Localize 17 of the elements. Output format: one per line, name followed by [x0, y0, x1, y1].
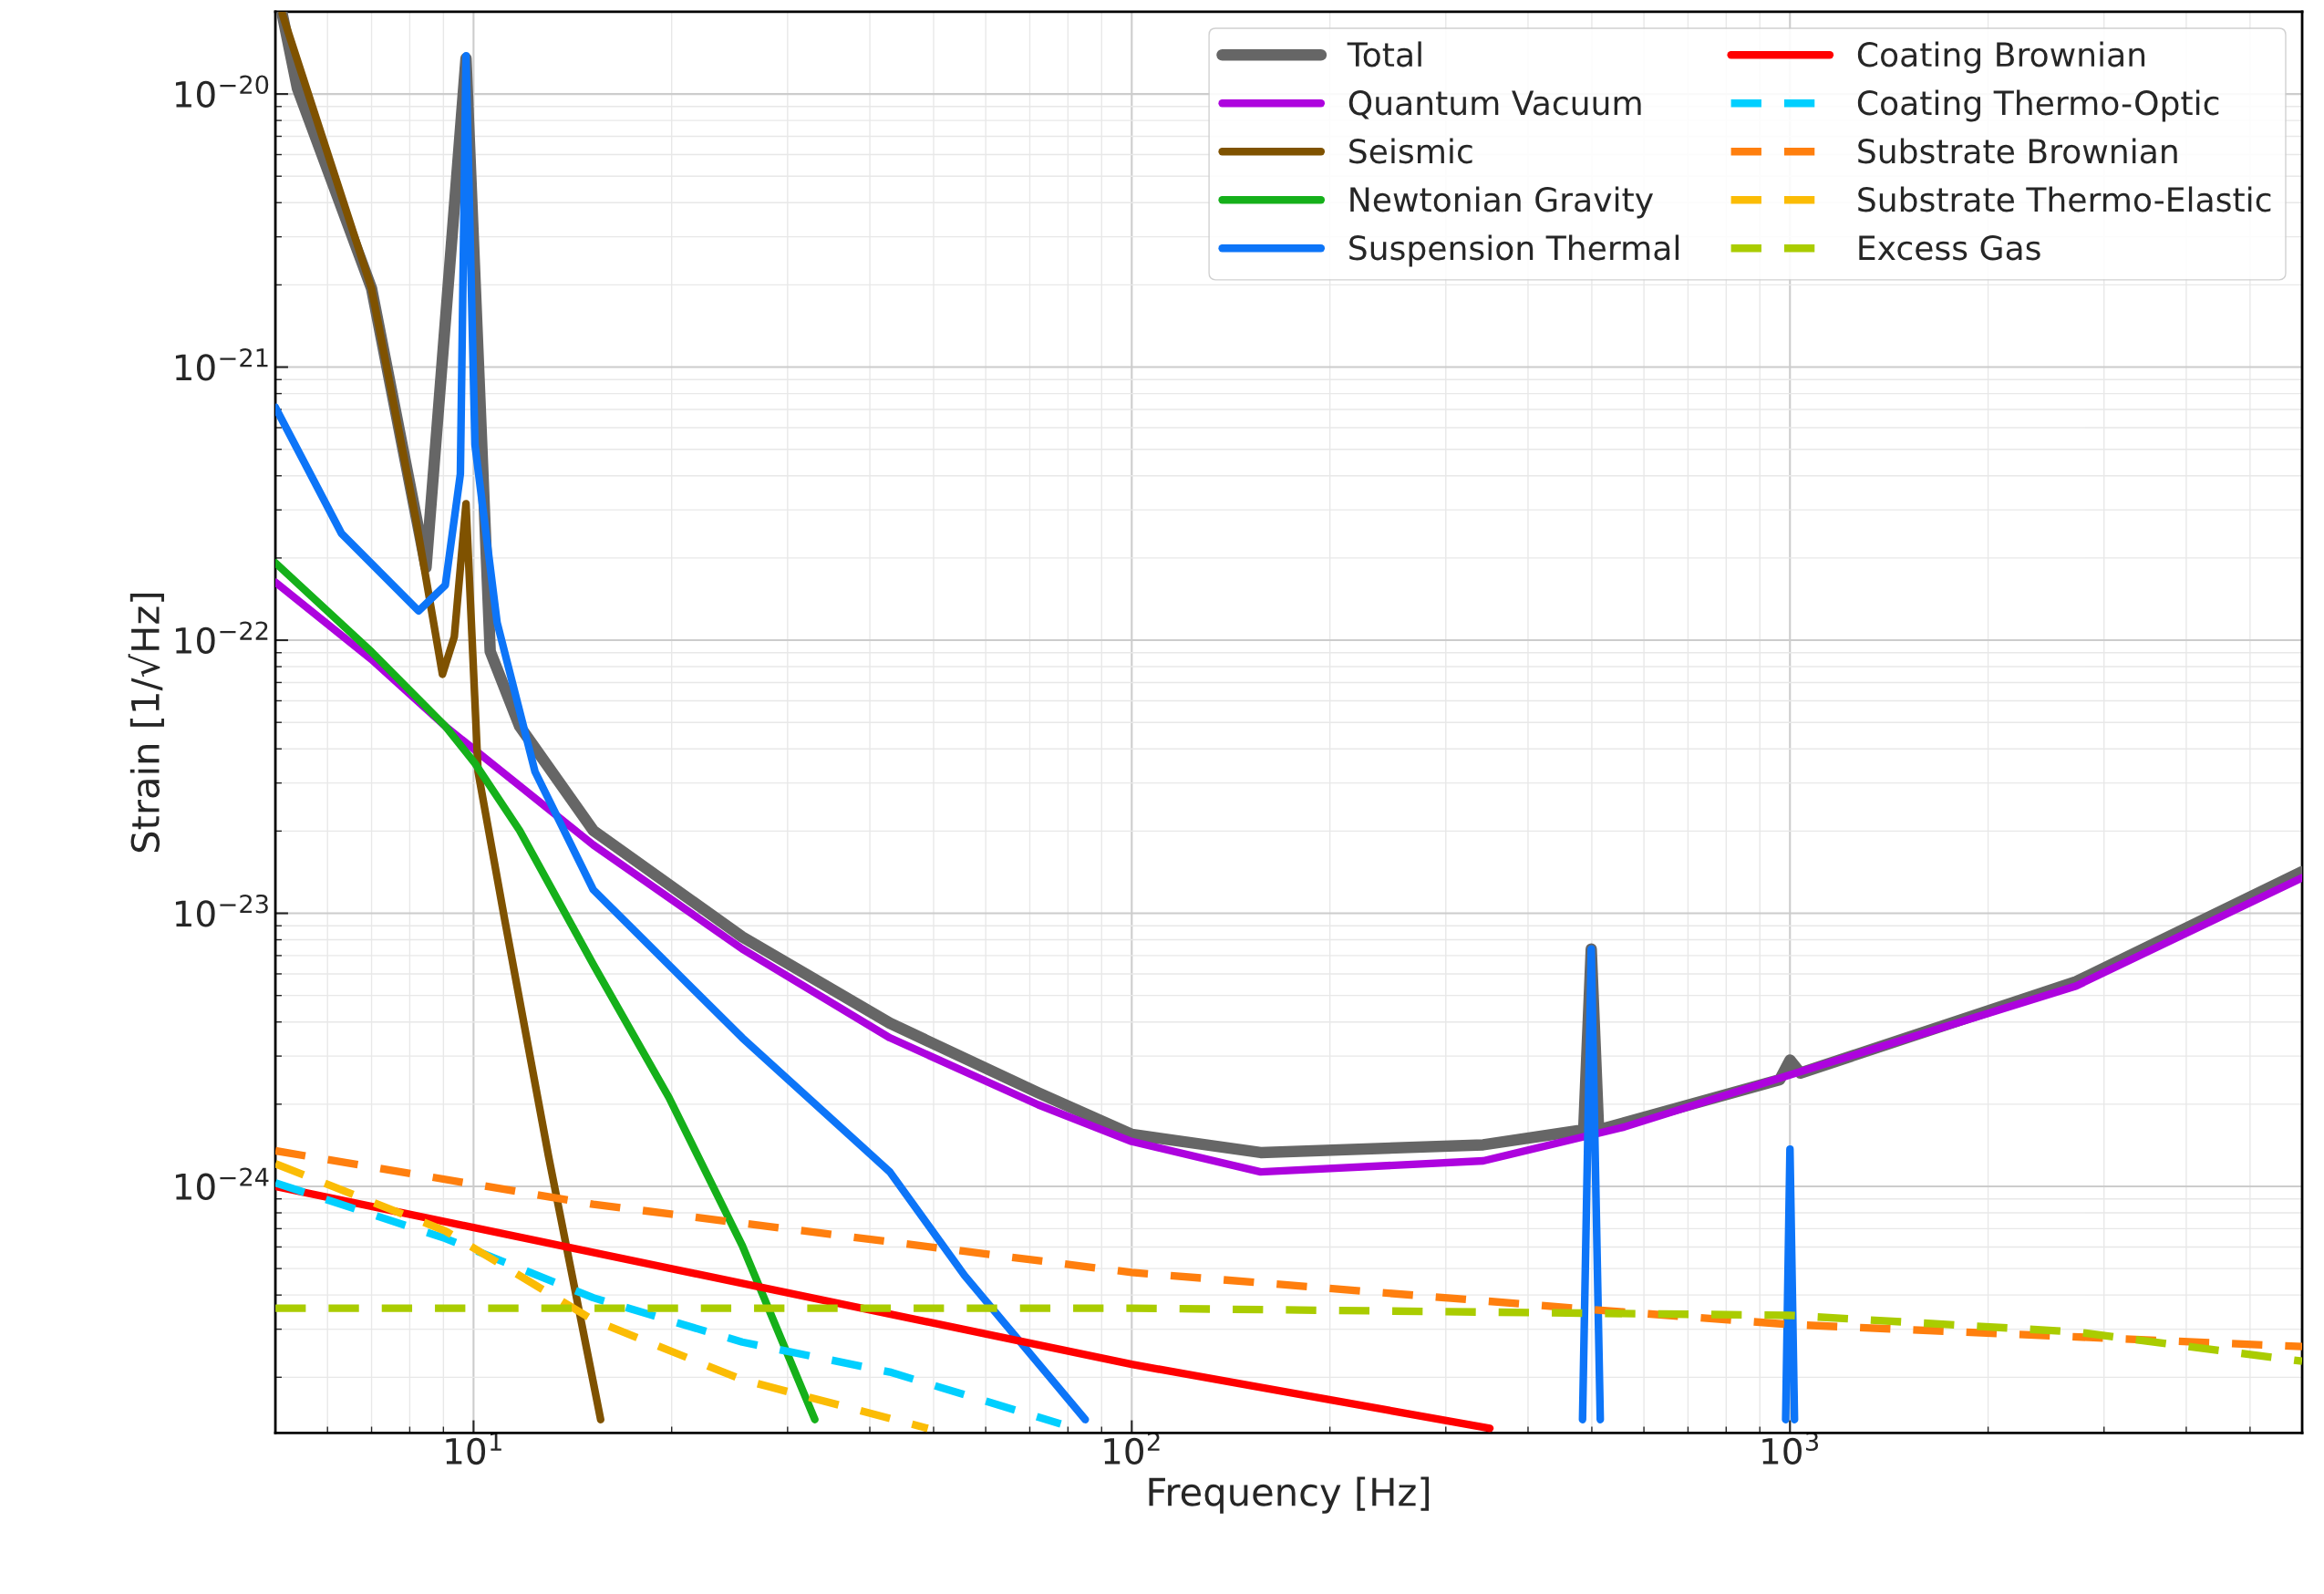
legend-label: Coating Brownian — [1857, 41, 2145, 74]
legend-label: Substrate Brownian — [1858, 138, 2177, 164]
y-tick-label: 10$^{−23}$ — [175, 894, 268, 927]
legend-label: Suspension Thermal — [1349, 234, 1679, 267]
y-tick-label: 10$^{−21}$ — [175, 347, 268, 381]
legend-label: Coating Thermo-Optic — [1857, 89, 2219, 122]
legend-label: Quantum Vacuum — [1348, 90, 1641, 119]
legend-label: Substrate Thermo-Elastic — [1858, 186, 2271, 212]
x-axis-title: Frequency [Hz] — [1149, 1476, 1430, 1514]
legend-label: Total — [1347, 41, 1421, 67]
legend-label: Newtonian Gravity — [1350, 186, 1654, 219]
y-tick-label: 10$^{−24}$ — [175, 1167, 269, 1201]
y-tick-label: 10$^{−22}$ — [175, 621, 268, 655]
y-tick-label: 10$^{−20}$ — [175, 75, 269, 109]
legend-label: Seismic — [1349, 138, 1472, 164]
legend-label: Excess Gas — [1859, 235, 2040, 261]
y-axis-title: Strain [1/√Hz] — [128, 594, 164, 853]
